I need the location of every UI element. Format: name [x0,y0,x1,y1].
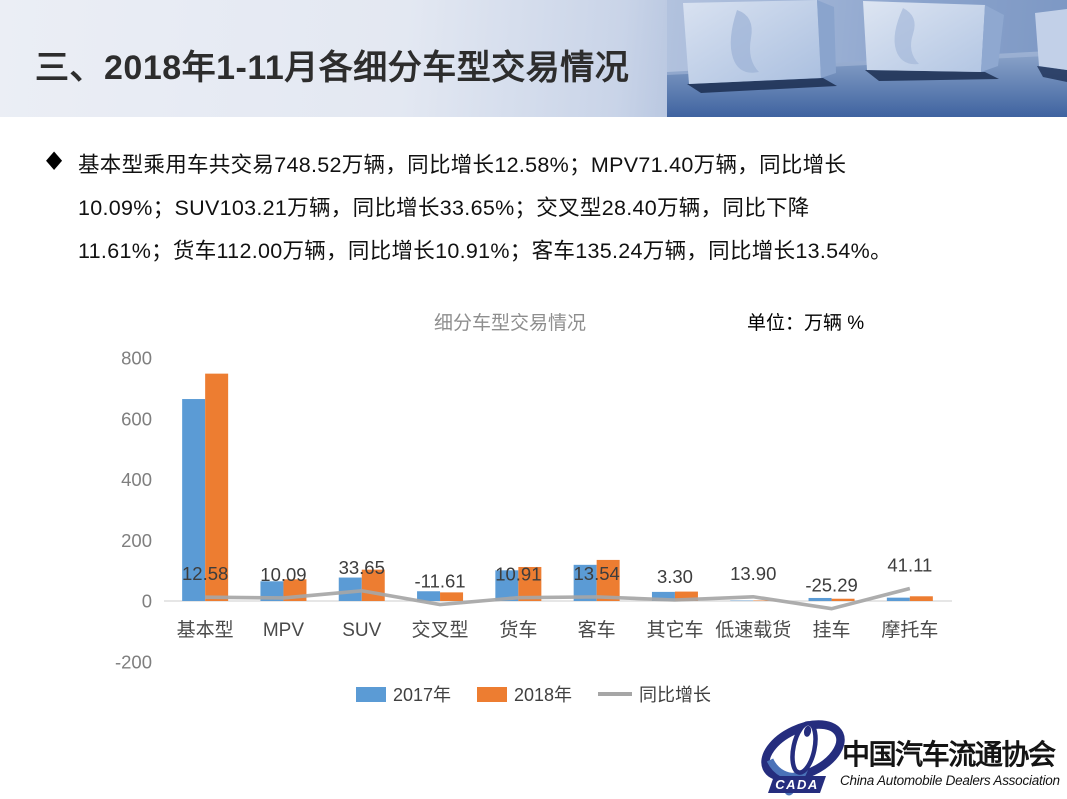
bar-2017 [651,591,675,601]
logo-ellipse-ring [761,720,845,782]
bar-2018 [909,596,933,601]
category-label: 客车 [578,619,616,641]
legend-label: 2017年 [392,685,451,705]
growth-data-label: 10.09 [260,564,306,585]
segment-transactions-chart: 800 600 400 200 0 -200 12.58 10.09 33.65 -11.61 10… [115,348,952,672]
legend-item: 2017年 [355,681,451,707]
category-label: 基本型 [177,619,234,641]
logo-acronym: CADA [775,777,819,792]
legend-label: 同比增长 [639,685,712,705]
diamond-bullet-icon: ◆ [46,146,63,173]
chart-legend: 2017年 2018年 同比增长 [0,681,1067,707]
category-label: 交叉型 [412,619,469,641]
logo-name-zh: 中国汽车流通协会 [842,738,1056,770]
bar-2017 [808,597,832,601]
y-axis-tick-label: 600 [121,408,152,429]
bullet-line: 10.09%；SUV103.21万辆，同比增长33.65%；交叉型28.40万辆… [78,196,810,220]
bar-2017 [495,570,519,601]
cada-logo: CADA 中国汽车流通协会 China Automobile Dealers A… [761,720,1060,796]
bar-2018 [674,591,698,601]
bullet-paragraph: 基本型乘用车共交易748.52万辆，同比增长12.58%；MPV71.40万辆，… [78,144,1028,273]
legend-item: 2018年 [477,681,572,707]
category-label: 货车 [499,619,537,641]
y-axis-tick-label: 800 [121,348,152,369]
bar-2018 [440,592,464,601]
legend-line-swatch [598,692,633,696]
growth-data-label: 13.90 [730,563,776,584]
bar-2017 [338,577,362,601]
logo-cada-plate [768,776,826,793]
bullet-line: 11.61%；货车112.00万辆，同比增长10.91%；客车135.24万辆，… [78,239,892,263]
category-label: 挂车 [813,619,851,641]
bar-2017 [573,564,597,601]
legend-bar-swatch [477,686,507,702]
y-axis-tick-label: 200 [121,530,152,551]
growth-data-label: -25.29 [805,575,857,596]
header-band: 三、2018年1-11月各细分车型交易情况 [0,0,1067,117]
growth-data-label: 12.58 [182,563,228,584]
category-label: 其它车 [646,619,703,641]
y-axis-tick-label: 400 [121,469,152,490]
header-cubes-illustration [667,0,1067,117]
legend-item: 同比增长 [598,681,711,707]
bar-2018 [831,598,855,601]
y-axis-tick-label: 0 [142,591,152,612]
bullet-line: 基本型乘用车共交易748.52万辆，同比增长12.58%；MPV71.40万辆，… [78,153,847,177]
bar-2017 [182,399,206,601]
growth-data-label: 13.54 [574,563,620,584]
category-label: SUV [342,620,381,641]
bar-2018 [596,559,620,601]
bar-2017 [417,591,441,601]
growth-data-label: 33.65 [339,557,385,578]
chart-unit-label: 单位：万辆 % [747,313,865,334]
legend-bar-swatch [355,686,386,702]
bar-2018 [518,566,542,601]
category-label: 摩托车 [881,619,938,641]
growth-data-label: 10.91 [495,564,541,585]
chart-title: 细分车型交易情况 [433,313,586,334]
growth-data-label: 3.30 [657,566,693,587]
category-label: MPV [263,620,305,641]
legend-label: 2018年 [514,685,573,705]
logo-name-en: China Automobile Dealers Association [840,773,1060,788]
bar-2017 [886,597,910,601]
slide-title: 三、2018年1-11月各细分车型交易情况 [35,49,630,87]
bar-2018 [205,373,229,601]
category-label: 低速载货 [715,619,791,641]
y-axis-tick-label: -200 [115,651,152,672]
growth-line [205,586,911,611]
growth-data-label: 41.11 [887,555,932,576]
growth-data-label: -11.61 [415,571,466,592]
